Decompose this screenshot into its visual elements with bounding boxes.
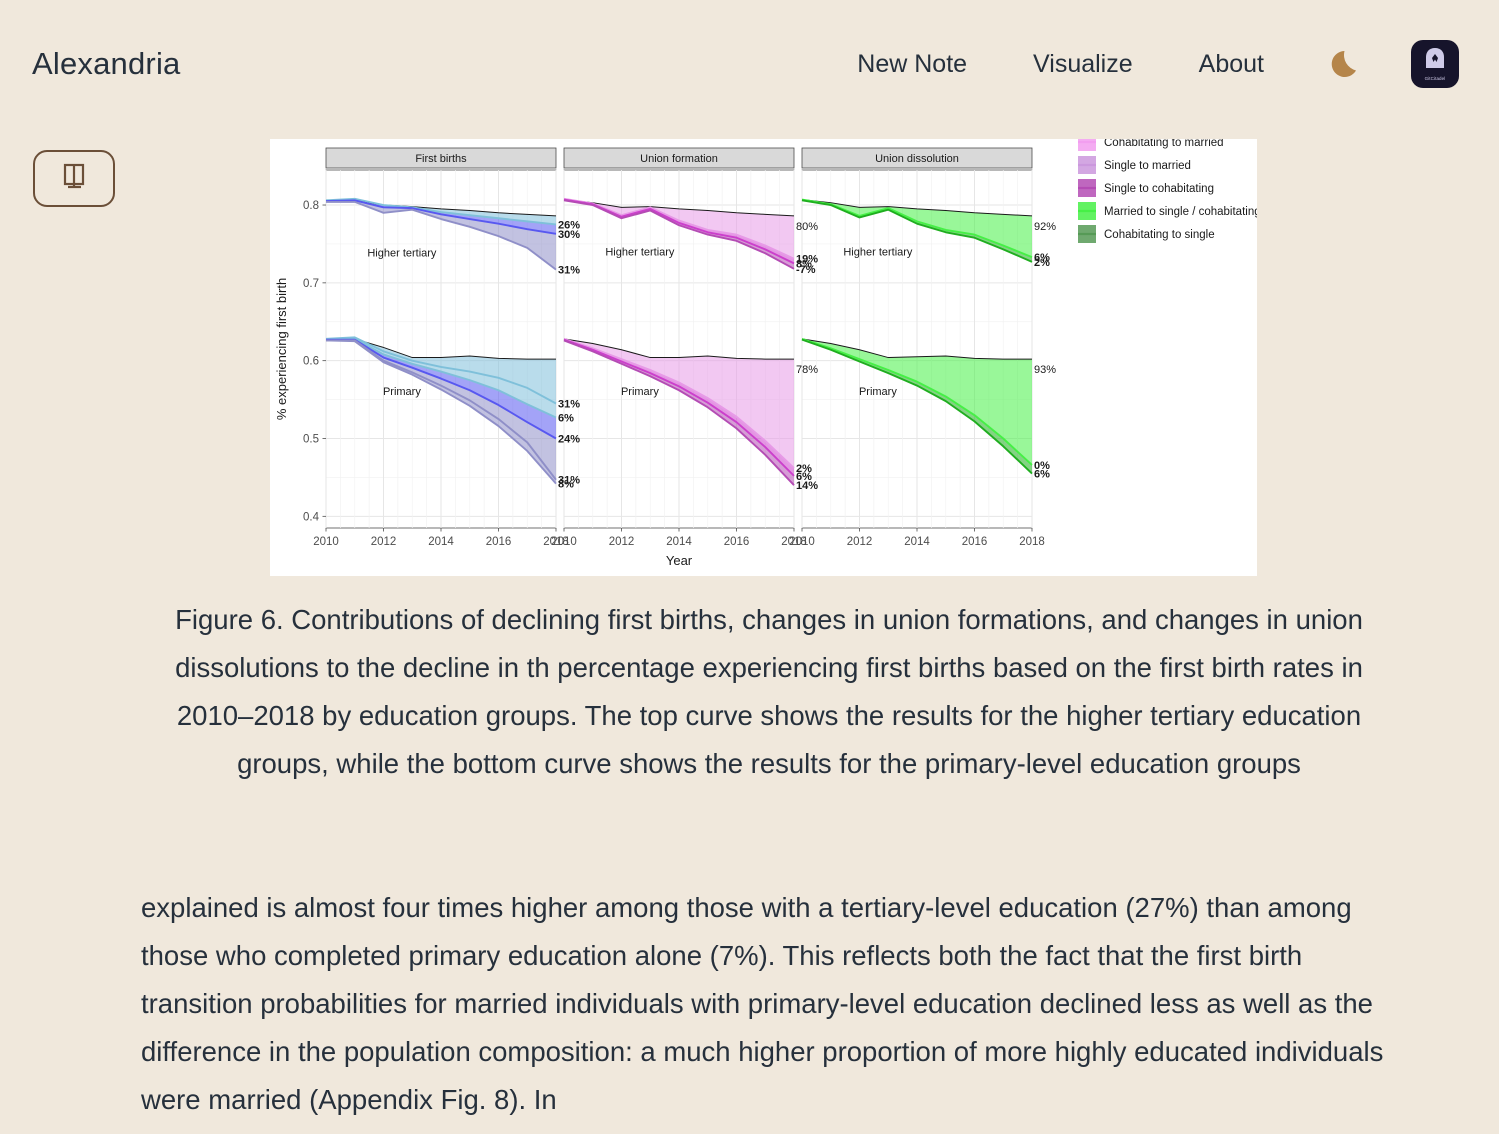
svg-text:Single to cohabitating: Single to cohabitating	[1104, 183, 1214, 195]
svg-text:6%: 6%	[1034, 252, 1050, 264]
svg-text:8%: 8%	[796, 258, 812, 270]
svg-text:Primary: Primary	[859, 386, 897, 398]
svg-text:2014: 2014	[666, 536, 692, 548]
sidebar-toggle-button[interactable]	[33, 150, 115, 207]
main-nav: New Note Visualize About GitCitadel	[824, 37, 1467, 91]
svg-text:31%: 31%	[558, 398, 580, 410]
svg-text:2010: 2010	[789, 536, 815, 548]
svg-text:2014: 2014	[428, 536, 454, 548]
svg-text:6%: 6%	[796, 471, 812, 483]
svg-text:0.4: 0.4	[303, 511, 320, 523]
svg-text:2016: 2016	[486, 536, 512, 548]
figure-6-plot: First births 2010 2012 2014 2016 2018 Union fo…	[270, 139, 1257, 576]
svg-text:2018: 2018	[543, 536, 569, 548]
svg-text:0.8: 0.8	[303, 200, 319, 212]
svg-text:6%: 6%	[1034, 469, 1050, 481]
svg-text:-7%: -7%	[796, 264, 816, 276]
nav-item-visualize[interactable]: Visualize	[1033, 49, 1133, 78]
svg-text:Cohabitating to single: Cohabitating to single	[1104, 229, 1215, 241]
svg-text:14%: 14%	[796, 480, 818, 492]
svg-text:19%: 19%	[796, 254, 818, 266]
svg-text:First births: First births	[415, 153, 467, 165]
svg-text:Single to married: Single to married	[1104, 160, 1191, 172]
book-icon	[59, 161, 89, 196]
figure-caption: Figure 6. Contributions of declining fir…	[175, 604, 1363, 779]
svg-text:0.6: 0.6	[303, 356, 319, 368]
svg-text:78%: 78%	[796, 364, 818, 376]
svg-text:93%: 93%	[1034, 364, 1056, 376]
body-paragraph: explained is almost four times higher am…	[141, 892, 1384, 1115]
svg-text:24%: 24%	[558, 434, 580, 446]
svg-text:26%: 26%	[558, 219, 580, 231]
figure-image-container: First births 2010 2012 2014 2016 2018 Union fo…	[270, 139, 1257, 576]
svg-text:Higher tertiary: Higher tertiary	[605, 247, 675, 259]
svg-text:6%: 6%	[558, 412, 574, 424]
svg-text:Higher tertiary: Higher tertiary	[843, 247, 913, 259]
svg-text:80%: 80%	[796, 221, 818, 233]
shield-icon	[1424, 47, 1446, 76]
svg-text:Married to single / cohabitati: Married to single / cohabitating	[1104, 206, 1257, 218]
svg-text:2%: 2%	[1034, 257, 1050, 269]
svg-text:2012: 2012	[847, 536, 873, 548]
svg-text:Year: Year	[666, 553, 693, 568]
svg-text:2%: 2%	[796, 463, 812, 475]
svg-text:Union dissolution: Union dissolution	[875, 153, 959, 165]
svg-text:2018: 2018	[1019, 536, 1045, 548]
theme-toggle-button[interactable]	[1319, 37, 1373, 91]
svg-text:2016: 2016	[724, 536, 750, 548]
svg-text:2016: 2016	[962, 536, 988, 548]
svg-text:0.5: 0.5	[303, 434, 319, 446]
svg-text:2014: 2014	[904, 536, 930, 548]
svg-text:92%: 92%	[1034, 221, 1056, 233]
top-navigation-bar: Alexandria New Note Visualize About GitC…	[0, 0, 1499, 128]
svg-text:Cohabitating to married: Cohabitating to married	[1104, 139, 1224, 149]
nav-item-about[interactable]: About	[1198, 49, 1264, 78]
svg-text:0.7: 0.7	[303, 278, 319, 290]
svg-text:% experiencing first birth: % experiencing first birth	[274, 278, 289, 420]
svg-text:0%: 0%	[1034, 460, 1050, 472]
nav-item-new-note[interactable]: New Note	[857, 49, 968, 78]
svg-text:8%: 8%	[558, 479, 574, 491]
moon-icon	[1326, 44, 1366, 84]
svg-text:2012: 2012	[609, 536, 635, 548]
app-brand-title[interactable]: Alexandria	[32, 46, 181, 81]
svg-text:2018: 2018	[781, 536, 807, 548]
svg-text:31%: 31%	[558, 265, 580, 277]
svg-text:31%: 31%	[558, 475, 580, 487]
svg-text:Higher tertiary: Higher tertiary	[367, 247, 437, 259]
svg-text:2010: 2010	[313, 536, 339, 548]
svg-text:30%: 30%	[558, 229, 580, 241]
logo-wordmark: GitCitadel	[1424, 75, 1446, 81]
gitcitadel-logo[interactable]: GitCitadel	[1411, 40, 1459, 88]
svg-text:Primary: Primary	[383, 386, 421, 398]
svg-text:2012: 2012	[371, 536, 397, 548]
svg-text:Primary: Primary	[621, 386, 659, 398]
svg-text:Union formation: Union formation	[640, 153, 718, 165]
svg-text:2010: 2010	[551, 536, 577, 548]
